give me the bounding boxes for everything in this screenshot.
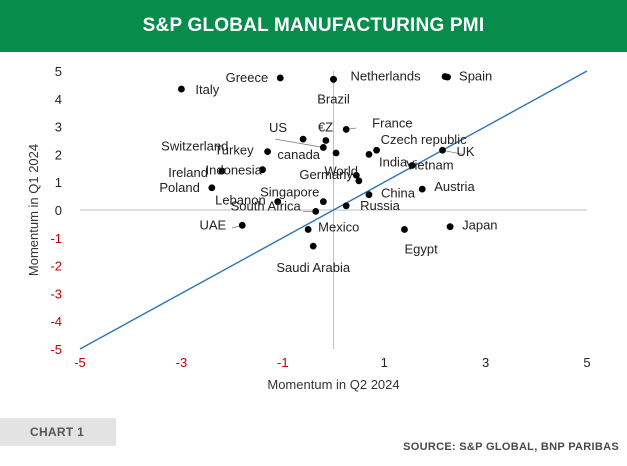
point-label: UK: [457, 144, 475, 159]
data-point: [304, 226, 312, 233]
label-leader-line: [275, 138, 324, 148]
scatter-chart: 5 4 3 2 1 0 -1 -2 -3 -4 -5 -5 -3 -1 1 3 5 Momentum in Q2 …: [26, 64, 591, 392]
point-label: Turkey: [214, 143, 254, 158]
x-tick-label: 5: [583, 355, 590, 370]
point-label: Germany: [299, 167, 353, 182]
data-point: [264, 148, 271, 156]
data-point: [342, 202, 350, 210]
point-label: Vietnam: [406, 158, 453, 173]
point-label: Austria: [434, 179, 475, 194]
data-point: [312, 207, 320, 215]
data-point: [276, 74, 284, 82]
point-label: Brazil: [317, 91, 350, 106]
point-label: Saudi Arabia: [276, 260, 350, 275]
point-label: Indonesia: [206, 163, 263, 178]
point-label: Ireland: [168, 165, 208, 180]
data-point: [208, 184, 216, 192]
y-tick-label: 0: [55, 203, 62, 218]
chart-title: S&P GLOBAL MANUFACTURING PMI: [0, 0, 627, 52]
point-label: Spain: [459, 69, 492, 84]
data-point: [332, 149, 340, 157]
label-leader-line: [442, 149, 463, 155]
point-label: Poland: [159, 180, 199, 195]
data-point: [319, 198, 327, 206]
point-label: Italy: [195, 82, 219, 97]
y-tick-label: -3: [50, 286, 62, 301]
data-point: [355, 177, 363, 185]
data-point: [322, 137, 330, 144]
x-tick-label: -1: [277, 355, 289, 370]
y-tick-label: -1: [50, 231, 62, 246]
data-point: [238, 221, 246, 229]
y-tick-label: 4: [55, 92, 62, 107]
data-point: [439, 146, 446, 154]
data-point: [342, 125, 350, 133]
point-label: Netherlands: [351, 68, 422, 83]
source-note: SOURCE: S&P GLOBAL, BNP PARIBAS: [403, 441, 619, 453]
point-label: €Z: [318, 120, 333, 135]
data-point: [365, 151, 373, 158]
chart-number-label: CHART 1: [0, 418, 116, 446]
point-label: Russia: [360, 198, 401, 213]
data-point: [319, 144, 327, 151]
y-tick-label: 3: [55, 120, 62, 135]
point-label: canada: [277, 147, 320, 162]
point-label: US: [269, 120, 287, 135]
point-label: Greece: [226, 70, 269, 85]
reference-line-y-equals-x: [79, 70, 588, 350]
data-point: [444, 73, 451, 81]
data-point: [330, 75, 337, 83]
x-axis-title: Momentum in Q2 2024: [267, 377, 399, 392]
data-point: [418, 185, 426, 193]
point-label: South Africa: [231, 198, 302, 213]
point-label: UAE: [200, 217, 227, 232]
point-label: France: [372, 115, 412, 130]
point-label: Mexico: [318, 219, 359, 234]
y-tick-label: 5: [55, 64, 62, 79]
data-point: [218, 167, 226, 175]
x-tick-label: -3: [176, 355, 188, 370]
data-point: [408, 162, 416, 169]
y-tick-label: -4: [50, 314, 62, 329]
data-point: [352, 171, 360, 179]
point-label: Lebanon: [215, 193, 266, 208]
y-tick-label: -2: [50, 259, 62, 274]
point-label: Egypt: [404, 241, 438, 256]
data-point: [299, 135, 307, 143]
data-point: [274, 198, 282, 206]
point-label: Switzerland: [161, 138, 228, 153]
data-point: [373, 146, 380, 154]
data-point: [446, 223, 454, 231]
point-label: Singapore: [260, 185, 319, 200]
data-point: [365, 191, 373, 199]
y-tick-label: -5: [50, 342, 62, 357]
x-tick-label: -5: [74, 355, 86, 370]
point-label: Czech republic: [381, 132, 467, 147]
y-axis-title: Momentum in Q1 2024: [26, 144, 41, 276]
data-point: [401, 226, 408, 233]
point-label: China: [381, 186, 416, 201]
data-point: [178, 85, 185, 93]
x-tick-label: 1: [381, 355, 388, 370]
x-tick-label: 3: [482, 355, 489, 370]
point-label: World: [324, 163, 358, 178]
data-point: [259, 166, 266, 174]
y-tick-label: 1: [55, 175, 62, 190]
point-label: Japan: [462, 218, 497, 233]
data-point: [309, 242, 317, 250]
y-tick-label: 2: [55, 147, 62, 162]
point-label: India: [379, 154, 408, 169]
